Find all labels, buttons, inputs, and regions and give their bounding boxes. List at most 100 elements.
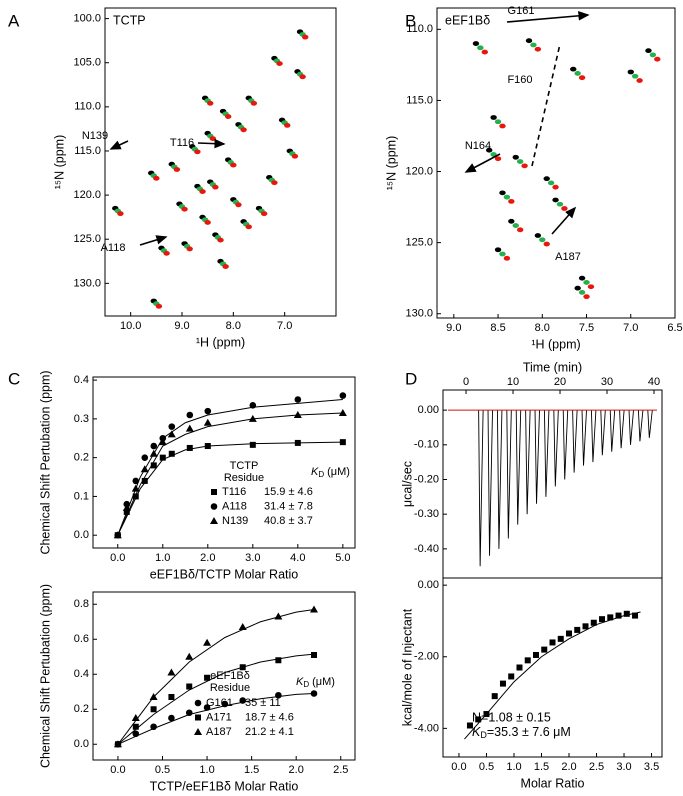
data-point	[284, 122, 291, 128]
legend-title: Residue	[224, 472, 264, 484]
injection-peak	[619, 410, 625, 449]
x-tick-label: 2.0	[289, 764, 304, 776]
legend-kd: 31.4 ± 7.8	[264, 500, 313, 512]
plots: 10.0 9.0 8.0 7.0100.0105.0110.0115.0120.012…	[8, 5, 683, 793]
data-point	[240, 127, 247, 133]
data-point	[122, 504, 131, 512]
y-tick-label: 0.2	[74, 703, 89, 715]
y-tick-label: 0.00	[418, 404, 439, 416]
panel-title: eEF1Bδ	[445, 13, 490, 27]
data-point	[508, 218, 515, 224]
annotation: A118	[101, 242, 126, 254]
annotation-arrows	[109, 11, 590, 246]
legend-marker	[195, 714, 201, 721]
data-point	[486, 147, 493, 153]
legend-label: A118	[222, 500, 247, 512]
data-point	[149, 693, 158, 700]
x-tick-label: 0.5	[155, 764, 170, 776]
data-point	[578, 275, 586, 281]
data-point	[543, 176, 550, 182]
data-point	[293, 411, 302, 418]
y-axis-label: ¹⁵N (ppm)	[384, 136, 398, 191]
kd-annotation: KD=35.3 ± 7.6 μM	[472, 725, 571, 740]
injection-peak	[590, 410, 597, 463]
data-point	[645, 48, 652, 54]
annotation: G161	[508, 5, 535, 17]
x-tick-label: 9.0	[446, 322, 461, 334]
data-point	[181, 206, 188, 212]
data-point	[534, 46, 542, 52]
data-point	[249, 402, 257, 409]
data-point	[291, 153, 299, 159]
kd-unit: (μM)	[327, 466, 350, 478]
data-point	[249, 441, 256, 448]
data-point	[466, 722, 473, 729]
data-point	[204, 443, 211, 450]
data-point	[475, 716, 482, 723]
data-point	[194, 149, 201, 155]
data-point	[294, 396, 302, 403]
x-tick-label: 0.0	[110, 552, 125, 564]
plot-frame	[92, 591, 356, 761]
data-point	[631, 73, 639, 79]
annotation: N164	[465, 140, 491, 152]
data-point	[199, 189, 206, 194]
data-point	[149, 449, 158, 457]
legend-kd: 21.2 ± 4.1	[245, 726, 294, 738]
arrow	[139, 235, 168, 246]
data-point	[570, 66, 577, 72]
y-tick-label: 0.0	[74, 529, 89, 541]
y-tick-label: 0.1	[74, 490, 89, 502]
data-point	[274, 612, 283, 620]
data-point	[141, 477, 148, 484]
y-axis-label: kcal/mole of Injectant	[400, 608, 414, 726]
x-tick-label: 1.0	[155, 552, 170, 564]
data-point	[636, 78, 643, 83]
annotation: T116	[170, 137, 194, 149]
x-tick-label: 1.5	[244, 764, 259, 776]
data-point	[623, 610, 630, 617]
x-tick-label: 0.0	[451, 761, 466, 773]
data-point	[339, 439, 346, 446]
data-point	[113, 531, 122, 539]
y-tick-label: 120.0	[405, 165, 433, 177]
data-point	[132, 730, 140, 738]
y-tick-label: 0.00	[418, 579, 439, 591]
y-axis-label: Chemical Shift Pertubation (ppm)	[38, 370, 52, 554]
injection-peak	[600, 410, 606, 456]
injection-peak	[496, 410, 503, 549]
dashed-arrow	[531, 43, 561, 167]
data-point	[499, 680, 506, 687]
legend-kd: 35 ± 11	[245, 697, 281, 709]
data-point	[539, 237, 546, 243]
data-point	[168, 694, 175, 700]
x-axis-label: Time (min)	[523, 360, 582, 374]
arrow	[464, 153, 501, 173]
y-axis-label: ¹⁵N (ppm)	[52, 135, 66, 190]
data-point	[276, 61, 283, 66]
y-tick-label: 130.0	[73, 277, 101, 289]
data-point	[508, 198, 515, 204]
data-point	[158, 438, 167, 446]
legend-kd: 40.8 ± 3.7	[264, 515, 313, 527]
data-point	[547, 180, 555, 186]
data-point	[574, 285, 581, 291]
y-tick-label: 0.0	[74, 738, 89, 750]
data-point	[339, 392, 347, 399]
x-axis-label: ¹H (ppm)	[196, 335, 245, 349]
x-tick-label: 8.5	[490, 322, 505, 334]
y-tick-label: -2.00	[414, 651, 439, 663]
data-point	[140, 465, 149, 473]
data-point	[260, 211, 268, 217]
data-point	[499, 251, 506, 257]
data-point	[574, 71, 581, 76]
legend-marker	[210, 503, 218, 510]
injection-peak	[487, 410, 493, 556]
data-point	[239, 697, 247, 704]
y-tick-label: 130.0	[405, 308, 433, 320]
legend-label: T116	[222, 486, 246, 498]
legend-label: A187	[206, 726, 232, 738]
kd-symbol: K	[311, 466, 319, 478]
data-point	[163, 250, 170, 256]
y-axis-label: μcal/sec	[400, 461, 414, 507]
